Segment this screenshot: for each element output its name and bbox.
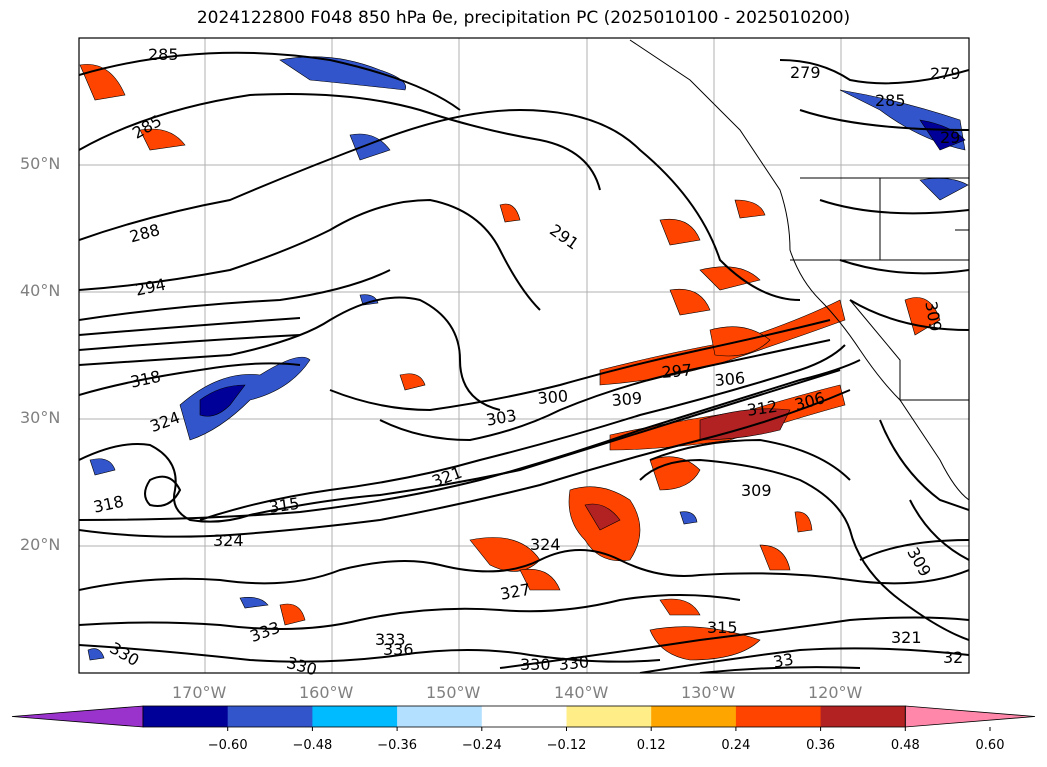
colorbar-tick-label: −0.60 bbox=[207, 738, 248, 753]
colorbar-segment bbox=[820, 706, 906, 727]
contour-label: 336 bbox=[383, 640, 414, 659]
contour-label: 333 bbox=[375, 630, 406, 649]
colorbar-segment bbox=[312, 706, 398, 727]
contour-label: 309 bbox=[741, 481, 772, 500]
lat-label-50n: 50°N bbox=[20, 154, 61, 173]
colorbar-extend-high bbox=[904, 705, 1036, 728]
colorbar-tick-label: 0.60 bbox=[975, 738, 1005, 753]
colorbar-segment bbox=[227, 706, 313, 727]
contour-label: 33 bbox=[771, 649, 796, 672]
lon-label-120w: 120°W bbox=[808, 683, 863, 702]
lat-label-30n: 30°N bbox=[20, 408, 61, 427]
contour-label: 315 bbox=[707, 618, 738, 637]
colorbar-extend-low bbox=[11, 705, 144, 728]
colorbar-segment bbox=[143, 706, 229, 727]
precip-positive-areas bbox=[79, 64, 941, 661]
lon-label-140w: 140°W bbox=[554, 683, 609, 702]
contour-label: 321 bbox=[891, 628, 922, 647]
lat-label-40n: 40°N bbox=[20, 281, 61, 300]
colorbar bbox=[11, 705, 1036, 731]
contour-label: 330 bbox=[520, 655, 551, 674]
colorbar-tick-label: −0.12 bbox=[546, 738, 587, 753]
lon-label-130w: 130°W bbox=[681, 683, 736, 702]
contour-label: 324 bbox=[530, 535, 561, 554]
colorbar-outline bbox=[142, 705, 906, 728]
theta-e-contours bbox=[79, 51, 969, 673]
lat-label-20n: 20°N bbox=[20, 535, 61, 554]
contour-label: 32 bbox=[943, 648, 964, 667]
colorbar-tick-label: −0.36 bbox=[377, 738, 418, 753]
contour-label: 315 bbox=[267, 493, 301, 517]
contour-label: 330 bbox=[557, 652, 590, 674]
map-border bbox=[78, 37, 970, 674]
contour-label: 285 bbox=[875, 91, 906, 110]
contour-label: 279 bbox=[790, 63, 821, 82]
lon-label-160w: 160°W bbox=[299, 683, 354, 702]
colorbar-segment bbox=[481, 706, 567, 727]
contour-label: 309 bbox=[610, 388, 643, 410]
colorbar-tick-label: 0.36 bbox=[806, 738, 836, 753]
contour-label: 312 bbox=[745, 396, 779, 420]
contour-label: 324 bbox=[213, 531, 244, 550]
contour-label: 279 bbox=[930, 64, 961, 83]
colorbar-tick-label: 0.12 bbox=[636, 738, 666, 753]
figure-title: 2024122800 F048 850 hPa θe, precipitatio… bbox=[196, 8, 851, 28]
colorbar-segment bbox=[397, 706, 483, 727]
contour-label: 306 bbox=[713, 368, 746, 390]
precip-negative-areas bbox=[87, 56, 969, 661]
contour-label: 309 bbox=[921, 299, 946, 334]
colorbar-tick-label: 0.48 bbox=[890, 738, 920, 753]
colorbar-tick-label: −0.48 bbox=[292, 738, 333, 753]
lon-label-150w: 150°W bbox=[426, 683, 481, 702]
contour-label: 300 bbox=[536, 386, 569, 408]
contour-label: 297 bbox=[660, 360, 693, 382]
colorbar-segment bbox=[735, 706, 822, 727]
colorbar-segment bbox=[651, 706, 737, 727]
colorbar-tick-label: −0.24 bbox=[461, 738, 502, 753]
colorbar-tick-label: 0.24 bbox=[721, 738, 751, 753]
coastline bbox=[629, 39, 969, 501]
lon-label-170w: 170°W bbox=[172, 683, 227, 702]
contour-label: 29 bbox=[940, 128, 961, 147]
colorbar-segment bbox=[566, 706, 652, 727]
contour-label: 285 bbox=[148, 45, 179, 64]
